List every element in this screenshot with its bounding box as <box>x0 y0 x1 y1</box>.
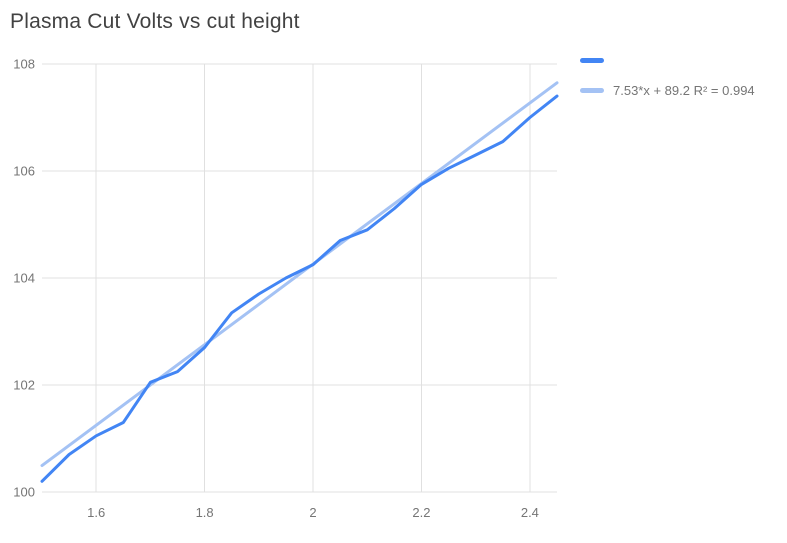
chart-legend: 7.53*x + 89.2 R² = 0.994 <box>580 52 755 98</box>
x-tick-label: 2.4 <box>521 505 539 520</box>
legend-item-series[interactable] <box>580 52 755 68</box>
trendline[interactable] <box>40 81 559 468</box>
legend-item-trendline[interactable]: 7.53*x + 89.2 R² = 0.994 <box>580 82 755 98</box>
x-tick-label: 1.6 <box>87 505 105 520</box>
y-tick-label: 106 <box>13 164 35 179</box>
legend-label-trendline-equation: 7.53*x + 89.2 R² = 0.994 <box>613 82 755 98</box>
y-tick-label: 104 <box>13 271 35 286</box>
x-tick-label: 2 <box>309 505 316 520</box>
y-tick-label: 102 <box>13 378 35 393</box>
x-tick-label: 1.8 <box>196 505 214 520</box>
chart-title: Plasma Cut Volts vs cut height <box>10 10 300 33</box>
x-tick-label: 2.2 <box>412 505 430 520</box>
legend-swatch-trendline <box>580 87 604 93</box>
y-tick-label: 100 <box>13 485 35 500</box>
series-line[interactable] <box>40 94 559 483</box>
legend-swatch-series <box>580 57 604 63</box>
y-tick-label: 108 <box>13 57 35 72</box>
